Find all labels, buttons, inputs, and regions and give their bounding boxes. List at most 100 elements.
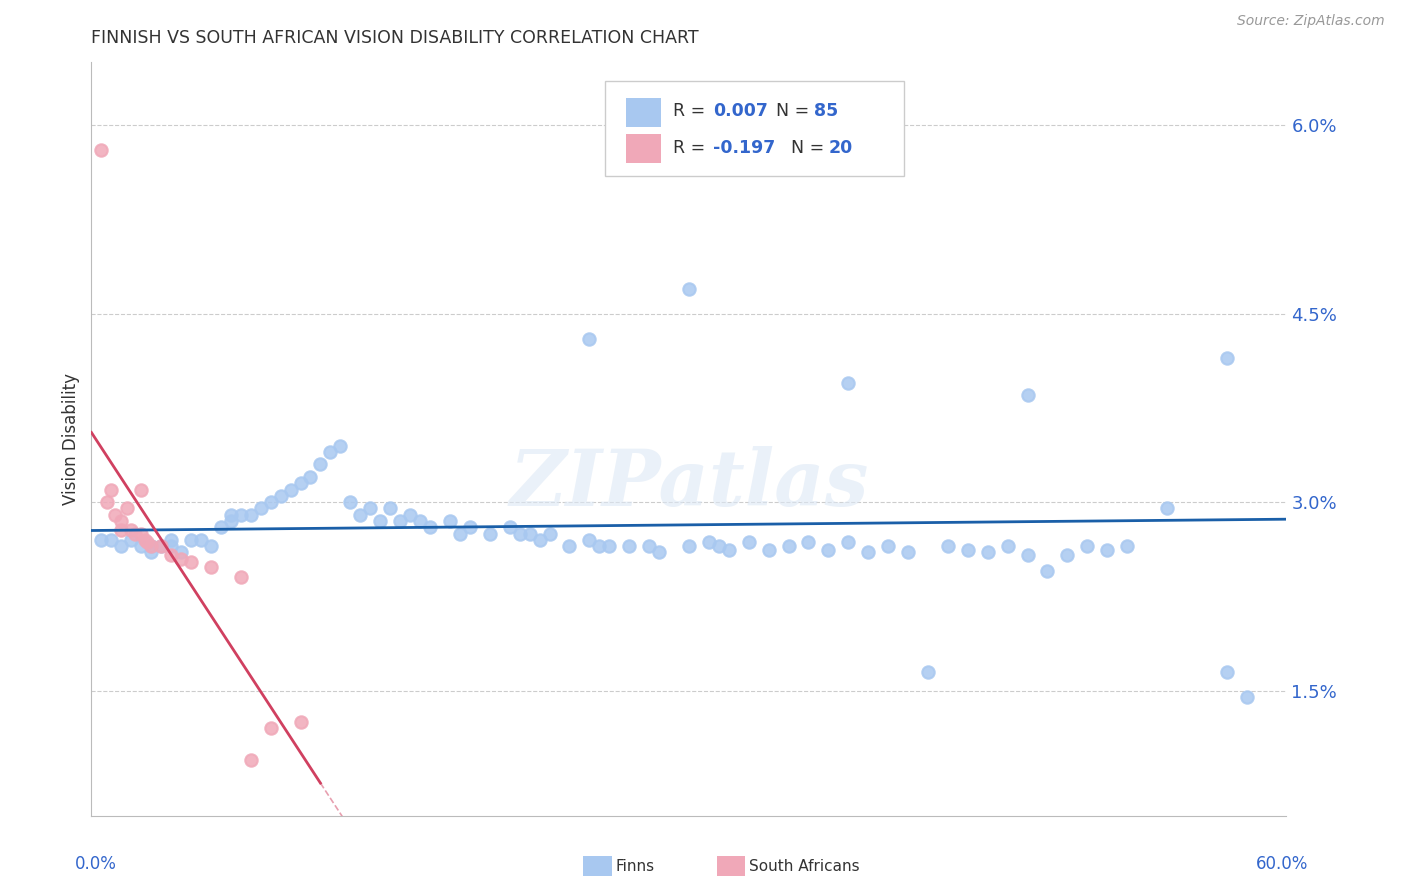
Point <box>309 458 332 472</box>
Point <box>190 533 212 547</box>
Point <box>124 526 146 541</box>
Point <box>578 533 600 547</box>
Point <box>249 501 271 516</box>
Point <box>439 514 461 528</box>
Point <box>150 539 173 553</box>
Y-axis label: Vision Disability: Vision Disability <box>62 374 80 505</box>
Point <box>458 520 481 534</box>
Point <box>1017 388 1039 402</box>
Point <box>219 508 242 522</box>
Point <box>290 476 312 491</box>
Text: South Africans: South Africans <box>749 859 860 873</box>
Point <box>598 539 620 553</box>
Point <box>778 539 800 553</box>
Point <box>648 545 671 559</box>
Point <box>141 539 162 553</box>
Point <box>239 508 262 522</box>
Point <box>368 514 391 528</box>
Point <box>160 539 183 553</box>
Point <box>697 535 720 549</box>
Point <box>498 520 520 534</box>
Point <box>707 539 730 553</box>
Text: 20: 20 <box>828 138 853 157</box>
Point <box>129 483 152 497</box>
Point <box>299 470 322 484</box>
Point <box>134 533 156 547</box>
Point <box>129 539 152 553</box>
Point <box>90 533 112 547</box>
FancyBboxPatch shape <box>605 81 904 176</box>
Point <box>359 501 381 516</box>
Point <box>837 376 859 390</box>
Text: R =: R = <box>673 138 711 157</box>
Point <box>997 539 1019 553</box>
Point <box>110 523 132 537</box>
Point <box>1056 548 1078 562</box>
Point <box>170 545 193 559</box>
Point <box>538 526 561 541</box>
Point <box>1116 539 1139 553</box>
Point <box>329 439 352 453</box>
Point <box>129 526 152 541</box>
Point <box>170 551 193 566</box>
Point <box>200 560 222 574</box>
Point <box>1215 351 1237 365</box>
Point <box>1036 564 1059 578</box>
Point <box>856 545 880 559</box>
Point <box>259 495 281 509</box>
Point <box>1097 542 1119 557</box>
Point <box>1236 690 1258 704</box>
Text: N =: N = <box>776 103 815 120</box>
Point <box>90 144 112 158</box>
Text: 0.007: 0.007 <box>713 103 768 120</box>
Point <box>229 508 252 522</box>
Point <box>270 489 292 503</box>
Point <box>519 526 541 541</box>
Point <box>529 533 551 547</box>
Point <box>219 514 242 528</box>
Point <box>877 539 900 553</box>
Text: ZIPatlas: ZIPatlas <box>509 446 869 523</box>
Point <box>115 501 138 516</box>
Point <box>449 526 471 541</box>
Point <box>259 721 281 735</box>
Text: Source: ZipAtlas.com: Source: ZipAtlas.com <box>1237 14 1385 28</box>
Point <box>280 483 302 497</box>
Point <box>678 282 700 296</box>
Text: 85: 85 <box>814 103 838 120</box>
Point <box>150 539 173 553</box>
Point <box>638 539 661 553</box>
Point <box>349 508 371 522</box>
Point <box>797 535 820 549</box>
Point <box>136 535 159 549</box>
Point <box>110 514 132 528</box>
Point <box>1017 548 1039 562</box>
Point <box>558 539 581 553</box>
Point <box>200 539 222 553</box>
Point <box>758 542 780 557</box>
Text: 0.0%: 0.0% <box>75 855 117 872</box>
Point <box>339 495 361 509</box>
Point <box>717 542 740 557</box>
Text: N =: N = <box>790 138 830 157</box>
Point <box>976 545 998 559</box>
Text: R =: R = <box>673 103 711 120</box>
Point <box>1215 665 1237 679</box>
Point <box>160 533 183 547</box>
Point <box>678 539 700 553</box>
Point <box>100 533 122 547</box>
Point <box>509 526 531 541</box>
Point <box>619 539 641 553</box>
Point <box>160 548 183 562</box>
Point <box>389 514 412 528</box>
Point <box>1156 501 1178 516</box>
Point <box>419 520 441 534</box>
Bar <box>626 98 661 127</box>
Point <box>578 332 600 346</box>
Point <box>917 665 939 679</box>
Point <box>378 501 402 516</box>
Text: -0.197: -0.197 <box>713 138 775 157</box>
Point <box>588 539 610 553</box>
Point <box>104 508 127 522</box>
Text: 60.0%: 60.0% <box>1256 855 1309 872</box>
